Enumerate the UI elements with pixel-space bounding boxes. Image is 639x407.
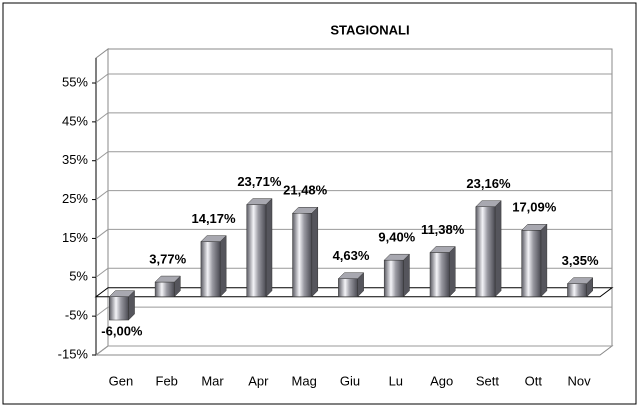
x-tick-label: Ago: [430, 373, 453, 388]
x-tick-label: Gen: [109, 373, 134, 388]
value-label: 14,17%: [191, 211, 236, 226]
bar-top: [337, 272, 365, 279]
bar-top: [475, 200, 502, 207]
bar-top: [200, 235, 227, 242]
bar-side: [265, 197, 273, 298]
value-label: 11,38%: [421, 222, 465, 237]
bar: [246, 204, 267, 297]
bar-top: [108, 290, 136, 297]
value-label: 23,16%: [466, 176, 511, 191]
grid-line: [95, 190, 612, 200]
y-tick-label: 25%: [62, 191, 88, 206]
bar: [200, 241, 221, 297]
grid-line: [95, 112, 612, 123]
bar: [521, 230, 542, 297]
bar-side: [219, 235, 227, 298]
value-label: 9,40%: [378, 230, 415, 245]
x-tick-label: Lu: [389, 373, 403, 388]
bar: [109, 296, 129, 321]
grid-line: [95, 73, 612, 84]
x-tick-label: Ott: [525, 373, 543, 388]
value-label: 3,35%: [562, 253, 599, 268]
bar-side: [403, 253, 410, 298]
grid-line: [95, 345, 612, 356]
bar-top: [566, 277, 594, 284]
bar: [567, 283, 587, 297]
bar: [429, 252, 450, 297]
bar: [154, 281, 175, 297]
value-label: 21,48%: [283, 183, 328, 198]
bar-side: [494, 200, 502, 298]
bar-top: [429, 246, 456, 253]
x-tick-label: Apr: [248, 373, 269, 388]
chart-title: STAGIONALI: [330, 22, 409, 37]
x-tick-label: Mag: [292, 373, 317, 388]
bar: [338, 278, 358, 297]
x-tick-label: Nov: [568, 373, 592, 388]
bar: [383, 259, 404, 297]
bar: [475, 206, 496, 297]
value-label: -6,00%: [101, 323, 143, 338]
grid-line: [95, 228, 612, 239]
grid-line: [95, 306, 612, 317]
bar-top: [383, 253, 411, 261]
y-tick-label: 5%: [69, 269, 88, 284]
value-label: 23,71%: [237, 174, 282, 189]
y-tick-label: -15%: [58, 346, 89, 361]
bar-side: [449, 245, 456, 298]
x-tick-label: Sett: [476, 373, 500, 388]
y-tick-label: 55%: [62, 74, 88, 89]
grid-line: [95, 151, 612, 162]
bar: [292, 212, 313, 297]
x-tick-label: Giu: [340, 373, 360, 388]
y-tick-label: 35%: [62, 152, 88, 167]
bar-top: [521, 224, 548, 231]
y-tick-label: 45%: [62, 113, 88, 128]
x-tick-label: Mar: [201, 373, 224, 388]
value-label: 3,77%: [149, 252, 186, 267]
bar-top: [246, 198, 273, 205]
value-label: 17,09%: [512, 200, 557, 215]
y-tick-label: -5%: [65, 308, 89, 323]
bar-top: [154, 275, 181, 283]
y-tick-label: 15%: [62, 230, 88, 245]
x-tick-label: Feb: [156, 373, 178, 388]
bar-side: [311, 206, 319, 298]
bar-side: [540, 223, 548, 298]
bar-top: [291, 206, 319, 214]
value-label: 4,63%: [333, 248, 370, 263]
